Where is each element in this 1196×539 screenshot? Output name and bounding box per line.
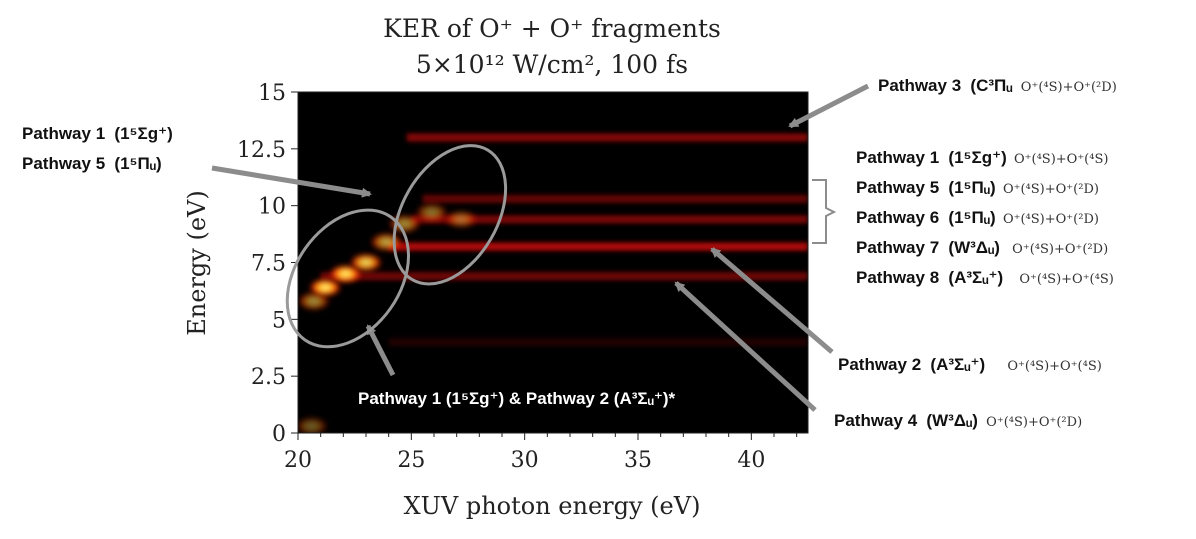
y-tick-label: 10 <box>258 195 286 220</box>
arrow-pathway2 <box>710 247 834 354</box>
annotation-topleft-1-state: (1⁵Σg⁺) <box>114 124 172 143</box>
y-tick-label: 15 <box>258 81 286 106</box>
annotation-pathway3-label: Pathway 3 <box>878 76 961 95</box>
annotation-topleft-1: Pathway 1 (1⁵Σg⁺) <box>22 124 173 143</box>
annotation-right-item: Pathway 7 (W³Δᵤ) O⁺(⁴S)+O⁺(²D) <box>856 238 1108 257</box>
y-axis-label: Energy (eV) <box>183 190 211 335</box>
heatmap-band <box>388 338 808 347</box>
chart-subtitle: 5×10¹² W/cm², 100 fs <box>416 50 688 79</box>
axes: 20 25 30 35 40 0 2.5 5 7.5 10 12.5 15 <box>237 81 798 473</box>
bracket <box>812 179 837 244</box>
annotation-right-item: Pathway 6 (1⁵Πᵤ) O⁺(⁴S)+O⁺(²D) <box>856 208 1099 227</box>
annotation-topleft-2-state: (1⁵Πᵤ) <box>114 154 161 173</box>
heatmap-band <box>406 133 808 142</box>
annotation-right-list: Pathway 1 (1⁵Σg⁺) O⁺(⁴S)+O⁺(⁴S) Pathway … <box>856 148 1114 287</box>
low-ellipse <box>285 208 410 349</box>
heatmap-band <box>422 194 808 203</box>
annotation-pathway4: Pathway 4 (W³Δᵤ) O⁺(⁴S)+O⁺(²D) <box>834 411 1082 430</box>
annotation-right-item: Pathway 8 (A³Σᵤ⁺) O⁺(⁴S)+O⁺(⁴S) <box>856 268 1114 287</box>
x-axis-label: XUV photon energy (eV) <box>404 492 701 520</box>
heatmap-hotspot <box>298 417 328 433</box>
heatmap-band <box>411 215 808 224</box>
arrows <box>211 83 870 412</box>
y-tick-label: 5 <box>272 308 286 333</box>
y-tick-label: 0 <box>272 422 286 447</box>
y-tick-label: 7.5 <box>251 252 286 277</box>
annotation-topleft-2-label: Pathway 5 <box>22 154 105 173</box>
heatmap-hotspot <box>415 203 448 222</box>
y-tick-label: 2.5 <box>251 365 286 390</box>
annotation-right-item: Pathway 5 (1⁵Πᵤ) O⁺(⁴S)+O⁺(²D) <box>856 178 1099 197</box>
annotation-bottom-inside: Pathway 1 (1⁵Σg⁺) & Pathway 2 (A³Σᵤ⁺)* <box>358 389 675 408</box>
heatmap-hotspot <box>370 233 403 252</box>
plot-background <box>298 92 808 433</box>
heatmap-band <box>388 242 808 251</box>
arrow-pathway1-5 <box>211 165 372 198</box>
annotation-right-item: Pathway 1 (1⁵Σg⁺) O⁺(⁴S)+O⁺(⁴S) <box>856 148 1108 167</box>
high-ellipse <box>392 144 508 286</box>
heatmap-hotspot <box>329 264 362 283</box>
x-tick-label: 40 <box>737 448 765 473</box>
annotation-topleft-1-label: Pathway 1 <box>22 124 105 143</box>
chart-title: KER of O⁺ + O⁺ fragments <box>383 14 721 43</box>
x-tick-label: 20 <box>284 448 312 473</box>
annotation-pathway3: Pathway 3 (C³Πᵤ O⁺(⁴S)+O⁺(²D) <box>878 76 1117 95</box>
y-tick-label: 12.5 <box>237 138 286 163</box>
x-tick-label: 30 <box>511 448 539 473</box>
x-tick-label: 25 <box>397 448 425 473</box>
x-tick-label: 35 <box>624 448 652 473</box>
heatmap-band <box>320 272 808 281</box>
annotation-topleft-2: Pathway 5 (1⁵Πᵤ) <box>22 154 162 173</box>
heatmap-hotspot <box>445 210 478 229</box>
arrow-pathway4 <box>674 281 817 412</box>
arrow-bottom-inside <box>365 324 396 377</box>
heatmap-hotspot <box>350 253 382 272</box>
annotation-pathway2: Pathway 2 (A³Σᵤ⁺) O⁺(⁴S)+O⁺(⁴S) <box>838 355 1102 374</box>
annotation-pathway3-state: (C³Πᵤ <box>970 76 1012 95</box>
heatmap-hotspot <box>309 278 342 297</box>
annotation-pathway3-fragments: O⁺(⁴S)+O⁺(²D) <box>1021 80 1117 95</box>
heatmap-hotspot <box>298 292 330 311</box>
arrow-pathway3 <box>788 83 870 129</box>
